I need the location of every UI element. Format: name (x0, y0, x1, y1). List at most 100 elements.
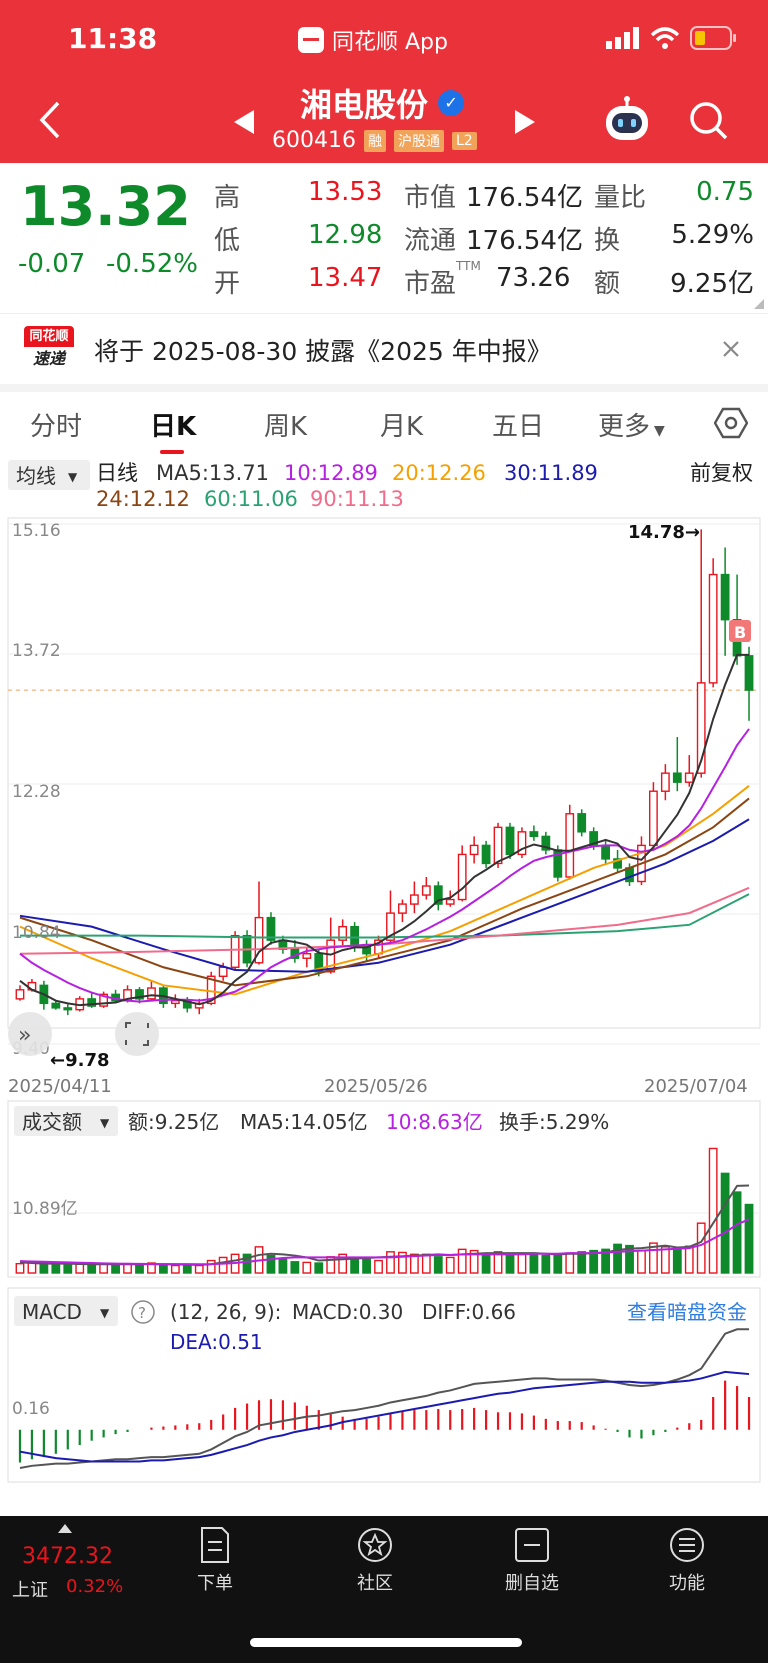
volume-bar (660, 1246, 670, 1274)
app-name: 同花顺 App (332, 30, 448, 55)
search-icon[interactable] (688, 100, 730, 142)
volume-bar (601, 1248, 611, 1274)
candle-body (481, 844, 491, 865)
candle-body (254, 916, 264, 964)
volume-bar (182, 1264, 192, 1274)
home-indicator (250, 1638, 522, 1647)
candle-body (601, 844, 611, 860)
volume-bar (529, 1252, 539, 1274)
y-tick-0: 15.16 (12, 521, 61, 541)
label-pe-sup: TTM (456, 259, 481, 273)
x-label-1: 2025/05/26 (324, 1076, 428, 1097)
candle-body (63, 1007, 73, 1011)
label-vol-ratio: 量比 (594, 183, 647, 213)
svg-text:?: ? (138, 1304, 146, 1322)
close-icon[interactable] (722, 340, 740, 358)
candle-body (15, 989, 25, 1000)
candle-body (386, 912, 395, 941)
tab-weekly[interactable]: 周K (264, 412, 308, 442)
index-pct: 0.32% (66, 1576, 124, 1597)
macd-selector-label: MACD (22, 1300, 82, 1324)
y-tick-3: 10.84 (12, 923, 61, 943)
candle-body (350, 925, 360, 946)
macd-lines (19, 1328, 750, 1469)
volume-bar (732, 1191, 742, 1274)
nav-order[interactable]: 下单 (180, 1516, 250, 1595)
y-axis-ticks: 15.16 13.72 12.28 10.84 9.40 (12, 521, 61, 1059)
candle-body (672, 772, 682, 783)
candle-body (469, 844, 479, 856)
candle-body (684, 772, 694, 783)
volume-bar (386, 1251, 395, 1274)
volume-bar (398, 1251, 407, 1274)
settings-hexagon-icon[interactable] (714, 406, 748, 440)
volume-selector-button[interactable]: 成交额 ▼ (14, 1106, 118, 1136)
label-turnover: 换 (594, 226, 621, 256)
fullscreen-button[interactable] (115, 1012, 159, 1056)
candle-body (170, 999, 180, 1005)
ma-selector-button[interactable]: 均线 ▼ (8, 460, 90, 490)
tab-intraday[interactable]: 分时 (30, 412, 83, 442)
tab-daily[interactable]: 日K (150, 412, 197, 442)
tab-more-label: 更多 (598, 412, 651, 442)
back-icon[interactable] (38, 100, 62, 140)
volume-y-tick: 10.89亿 (12, 1199, 78, 1219)
nav-community[interactable]: 社区 (340, 1516, 410, 1595)
notice-bar[interactable]: 同花顺 速递 将于 2025-08-30 披露《2025 年中报》 (0, 313, 768, 392)
adjust-mode[interactable]: 前复权 (690, 461, 753, 485)
volume-bar (517, 1252, 527, 1274)
tab-monthly[interactable]: 月K (380, 412, 424, 442)
current-price: 13.32 (20, 175, 191, 238)
community-icon (358, 1528, 392, 1562)
candle-body (541, 835, 551, 851)
index-widget[interactable]: 3472.32 上证 0.32% (12, 1524, 152, 1604)
candles (15, 529, 754, 1016)
notice-badge-top: 同花顺 (24, 326, 74, 347)
tab-five-day[interactable]: 五日 (492, 412, 545, 442)
legend-ma24: 24:12.12 (96, 487, 190, 511)
volume-bar (99, 1263, 109, 1274)
candle-body (302, 953, 312, 959)
label-mcap: 市值 (404, 183, 457, 213)
nav-remove-favorite[interactable]: 删自选 (492, 1516, 572, 1595)
kline-chart[interactable]: 均线 ▼ 日线 MA5:13.71 10:12.89 20:12.26 30:1… (0, 456, 768, 1496)
dark-pool-link[interactable]: 查看暗盘资金 (627, 1300, 747, 1324)
macd-panel-frame (7, 1287, 761, 1483)
tab-active-indicator (160, 450, 184, 454)
legend-ma5: MA5:13.71 (156, 461, 269, 485)
candle-body (660, 772, 670, 792)
tab-more[interactable]: 更多 ▼ (598, 406, 665, 443)
volume-bar (481, 1253, 491, 1274)
volume-bar (158, 1264, 168, 1274)
candle-body (326, 939, 336, 973)
nav-functions[interactable]: 功能 (652, 1516, 722, 1595)
macd-dea: DEA:0.51 (170, 1330, 263, 1354)
volume-bar (290, 1261, 300, 1274)
main-grid (8, 523, 760, 1045)
volume-bar (278, 1258, 288, 1274)
prev-stock-icon[interactable] (234, 110, 254, 134)
nav-community-label: 社区 (357, 1573, 393, 1594)
line-ma60 (19, 893, 750, 939)
volume-bar (51, 1263, 61, 1274)
candle-body (409, 894, 419, 905)
next-stock-icon[interactable] (515, 110, 535, 134)
volume-bar (63, 1264, 73, 1274)
candle-body (398, 903, 407, 914)
max-price-label: 14.78→ (628, 522, 700, 543)
period-tabs: 分时 日K 周K 月K 五日 更多 ▼ (0, 392, 768, 456)
volume-bar (135, 1263, 144, 1274)
macd-diff: DIFF:0.66 (422, 1300, 516, 1324)
value-pe: 73.26 (496, 263, 571, 293)
volume-panel-frame (7, 1100, 761, 1278)
macd-selector-button[interactable]: MACD ▼ (14, 1296, 118, 1326)
candle-body (649, 790, 658, 847)
collapse-panel-button[interactable]: » (8, 1012, 52, 1056)
app-indicator[interactable]: 同花顺 App (298, 24, 448, 56)
volume-bar (374, 1259, 383, 1274)
expand-corner-icon[interactable] (754, 299, 764, 309)
candle-body (338, 925, 348, 941)
help-icon[interactable] (131, 1300, 155, 1324)
main-panel-frame (7, 517, 761, 1029)
robot-assistant-icon[interactable] (602, 96, 652, 144)
